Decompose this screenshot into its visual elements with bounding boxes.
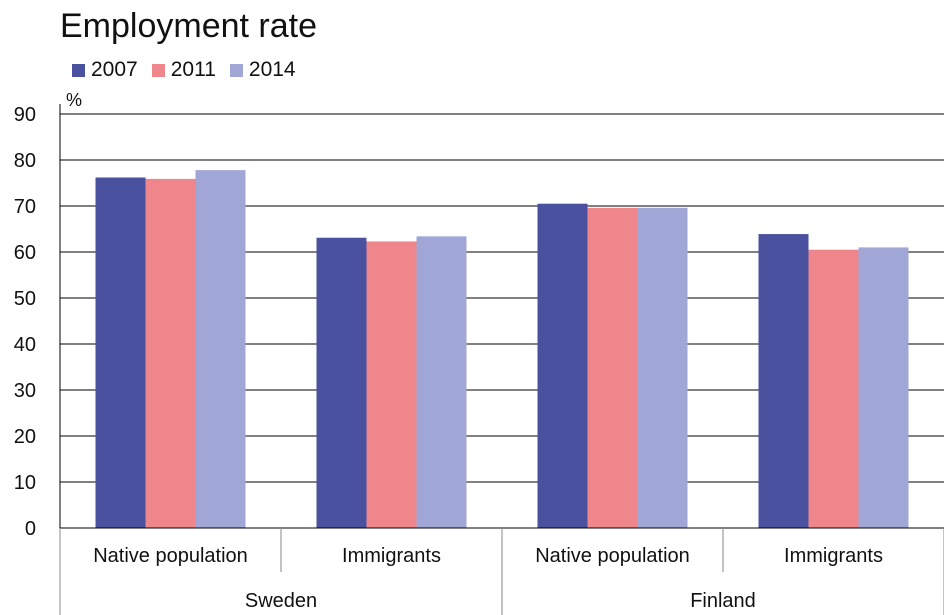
y-tick-label-50: 50 (14, 288, 36, 310)
y-tick-label-90: 90 (14, 104, 36, 126)
y-tick-label-10: 10 (14, 472, 36, 494)
legend-label-2007: 2007 (91, 58, 138, 81)
bar-2011-2 (587, 207, 638, 528)
legend-swatch-2014 (229, 63, 243, 77)
bar-2007-2 (537, 203, 588, 528)
bar-2007-0 (95, 177, 146, 529)
bar-2014-1 (416, 236, 467, 529)
legend-item-2011: 2011 (151, 58, 216, 82)
y-tick-label-80: 80 (14, 150, 36, 172)
y-tick-label-30: 30 (14, 380, 36, 402)
x-tick-label-0: Native population (93, 545, 248, 567)
x-tick-label-2: Native population (535, 545, 690, 567)
y-tick-label-0: 0 (25, 518, 36, 540)
bar-2011-3 (808, 249, 859, 528)
chart-title: Employment rate (60, 7, 317, 45)
y-tick-label-40: 40 (14, 334, 36, 356)
bar-2014-3 (858, 247, 909, 528)
y-tick-label-60: 60 (14, 242, 36, 264)
legend-swatch-2007 (72, 63, 85, 77)
bar-2007-1 (316, 237, 367, 529)
bar-2011-0 (145, 178, 196, 529)
group-label-0: Sweden (245, 590, 317, 612)
legend-swatch-2011 (151, 63, 165, 77)
legend-label-2014: 2014 (248, 58, 296, 81)
legend-item-2014: 2014 (229, 58, 296, 82)
bar-2007-3 (758, 234, 809, 528)
bar-2011-1 (366, 241, 417, 529)
group-label-1: Finland (690, 590, 756, 612)
bar-2014-0 (195, 170, 246, 528)
legend: 2007 2011 2014 (72, 58, 296, 82)
legend-item-2007: 2007 (72, 58, 138, 82)
bar-2014-2 (637, 207, 688, 528)
y-axis-unit: % (66, 90, 83, 110)
x-tick-label-3: Immigrants (784, 545, 883, 567)
legend-label-2011: 2011 (170, 58, 216, 81)
x-tick-label-1: Immigrants (342, 545, 441, 567)
y-tick-label-20: 20 (14, 426, 36, 448)
y-tick-label-70: 70 (14, 196, 36, 218)
